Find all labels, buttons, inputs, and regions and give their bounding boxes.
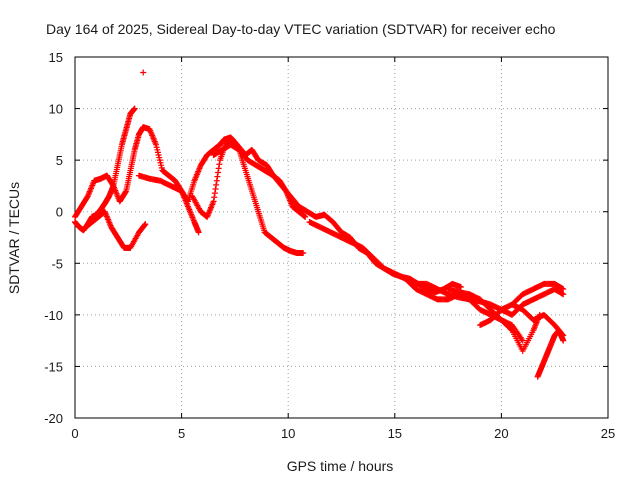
y-tick-label: -20 <box>44 411 63 426</box>
y-tick-label: 0 <box>56 205 63 220</box>
x-tick-label: 15 <box>388 426 402 441</box>
data-point <box>131 105 138 112</box>
plot-frame <box>74 56 609 419</box>
data-point <box>213 181 220 188</box>
x-tick-label: 5 <box>178 426 185 441</box>
y-tick-label: -5 <box>51 256 63 271</box>
data-point <box>140 69 147 76</box>
x-tick-label: 25 <box>601 426 615 441</box>
data-point <box>210 198 217 205</box>
data-point <box>507 326 514 333</box>
data-point <box>560 286 567 293</box>
data-point <box>519 337 526 344</box>
data-point <box>560 337 567 344</box>
data-point <box>457 284 464 291</box>
data-point <box>302 213 309 220</box>
y-axis-label: SDTVAR / TECUs <box>6 182 22 294</box>
y-tick-label: 5 <box>56 153 63 168</box>
data-point <box>211 194 218 201</box>
data-point <box>216 161 223 168</box>
y-tick-label: -10 <box>44 308 63 323</box>
data-point <box>141 221 148 228</box>
data-point <box>122 189 129 196</box>
data-point <box>142 221 149 228</box>
x-tick-label: 0 <box>71 426 78 441</box>
ticks: 0 5 10 15 20 25 -20 -15 -10 -5 0 5 10 15 <box>44 50 615 441</box>
data-point <box>211 190 218 197</box>
data-point <box>214 173 221 180</box>
data-points <box>72 69 567 380</box>
data-point <box>195 229 202 236</box>
x-axis-label: GPS time / hours <box>287 458 394 474</box>
data-point <box>212 186 219 193</box>
data-point <box>184 197 191 204</box>
chart-title: Day 164 of 2025, Sidereal Day-to-day VTE… <box>46 21 556 37</box>
y-tick-label: -15 <box>44 359 63 374</box>
y-tick-label: 10 <box>49 102 63 117</box>
data-point <box>215 169 222 176</box>
data-point <box>215 165 222 172</box>
data-point <box>560 291 567 298</box>
data-point <box>213 177 220 184</box>
data-point <box>300 249 307 256</box>
grid <box>75 57 608 418</box>
y-tick-label: 15 <box>49 50 63 65</box>
x-tick-label: 10 <box>281 426 295 441</box>
x-tick-label: 20 <box>494 426 508 441</box>
